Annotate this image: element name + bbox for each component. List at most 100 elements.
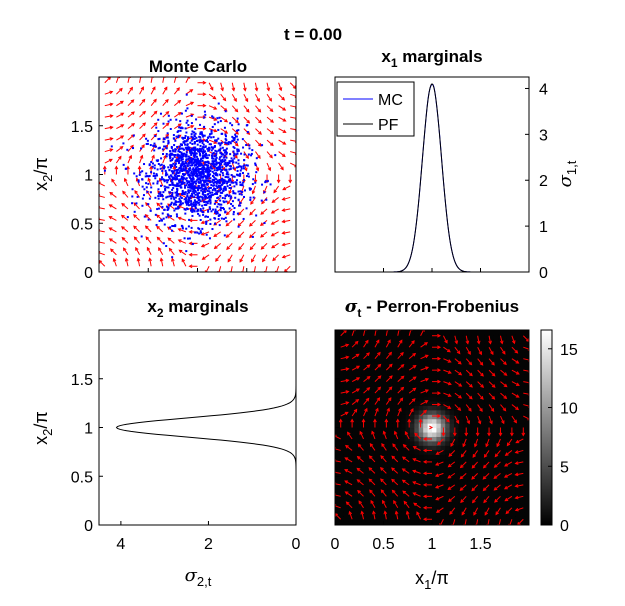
particle — [235, 183, 238, 186]
heatmap-cell — [387, 493, 393, 500]
heatmap-cell — [405, 414, 411, 420]
monte-carlo-arrow — [262, 254, 268, 262]
particle — [163, 145, 166, 148]
perron-frobenius-arrow — [442, 335, 448, 344]
heatmap-cell — [493, 405, 499, 411]
heatmap-cell — [348, 489, 354, 495]
particle — [193, 192, 196, 195]
heatmap-cell — [374, 498, 380, 504]
heatmap-cell — [524, 471, 529, 477]
perron-frobenius-arrow — [435, 484, 444, 489]
heatmap-cell — [348, 467, 354, 473]
heatmap-cell — [484, 498, 490, 504]
perron-frobenius-title: σt - Perron-Frobenius — [345, 297, 519, 320]
monte-carlo-arrow — [243, 151, 249, 159]
particle — [199, 209, 202, 212]
heatmap-cell — [370, 361, 376, 367]
particle — [203, 167, 206, 170]
heatmap-cell — [365, 520, 371, 525]
particle — [182, 137, 185, 140]
perron-frobenius-arrow — [488, 404, 495, 412]
particle — [206, 183, 209, 186]
heatmap-cell — [348, 365, 354, 371]
monte-carlo-arrow — [255, 116, 262, 124]
particle — [236, 169, 239, 172]
particle — [252, 196, 255, 199]
monte-carlo-arrow — [255, 128, 262, 135]
heatmap-cell — [352, 343, 358, 349]
heatmap-cell — [462, 361, 468, 367]
monte-carlo-arrow — [255, 93, 260, 102]
perron-frobenius-arrow — [500, 346, 506, 355]
particle — [176, 192, 179, 195]
heatmap-cell — [476, 476, 482, 482]
heatmap-cell — [458, 334, 464, 340]
x2-marginals-ytick-label: 0 — [84, 518, 93, 535]
heatmap-cell — [361, 511, 367, 517]
perron-frobenius-arrow — [408, 340, 415, 348]
perron-frobenius-arrow — [335, 435, 341, 440]
monte-carlo-arrow — [213, 231, 221, 237]
monte-carlo-arrow-head — [139, 154, 144, 159]
heatmap-cell — [418, 462, 424, 468]
monte-carlo-arrow-head — [130, 99, 135, 104]
particle — [179, 178, 182, 181]
particle — [224, 210, 227, 213]
heatmap-cell — [462, 383, 468, 389]
perron-frobenius-arrow-head — [412, 364, 417, 369]
heatmap-cell — [449, 445, 455, 451]
heatmap-cell — [374, 378, 380, 384]
heatmap-cell — [506, 467, 512, 473]
particle — [179, 126, 182, 129]
monte-carlo-arrow — [266, 82, 270, 91]
heatmap-cell — [498, 423, 504, 429]
particle — [163, 180, 166, 183]
heatmap-cell — [445, 520, 451, 525]
perron-frobenius-arrow-head — [401, 479, 406, 484]
perron-frobenius-arrow — [462, 438, 467, 447]
perron-frobenius-arrow-head — [482, 464, 487, 469]
particle — [194, 158, 197, 161]
perron-frobenius-arrow — [408, 398, 416, 405]
particle — [238, 165, 241, 168]
particle — [243, 153, 246, 156]
heatmap-cell — [506, 480, 512, 486]
particle — [233, 152, 236, 155]
heatmap-cell — [383, 489, 389, 495]
particle — [224, 188, 227, 191]
perron-frobenius-arrow — [496, 438, 501, 447]
monte-carlo-arrow — [220, 128, 228, 134]
particle — [173, 177, 176, 180]
heatmap-cell — [348, 330, 354, 336]
particle — [218, 158, 221, 161]
perron-frobenius-arrow-head — [377, 386, 382, 391]
particle — [175, 213, 178, 216]
particle — [178, 197, 181, 200]
particle — [171, 224, 174, 227]
monte-carlo-arrow-head — [165, 133, 170, 138]
heatmap-cell — [396, 520, 402, 525]
particle — [170, 180, 173, 183]
particle — [219, 120, 222, 123]
heatmap-cell — [506, 502, 512, 508]
heatmap-cell — [414, 462, 420, 468]
heatmap-cell — [423, 383, 429, 389]
heatmap-cell — [471, 449, 477, 455]
heatmap-cell — [445, 374, 451, 380]
heatmap-cell — [409, 511, 415, 517]
heatmap-cell — [409, 409, 415, 415]
particle — [202, 179, 205, 182]
perron-frobenius-arrow-head — [489, 420, 493, 425]
particle — [160, 157, 163, 160]
heatmap-cell — [396, 423, 402, 429]
heatmap-cell — [357, 392, 363, 398]
heatmap-cell — [493, 387, 499, 393]
particle — [214, 188, 217, 191]
monte-carlo-arrow — [290, 151, 296, 154]
heatmap-cell — [467, 436, 473, 442]
perron-frobenius-arrow — [515, 507, 524, 511]
heatmap-cell — [427, 440, 433, 446]
monte-carlo-arrow — [115, 77, 119, 83]
heatmap-cell — [339, 440, 345, 446]
heatmap-cell — [458, 436, 464, 442]
